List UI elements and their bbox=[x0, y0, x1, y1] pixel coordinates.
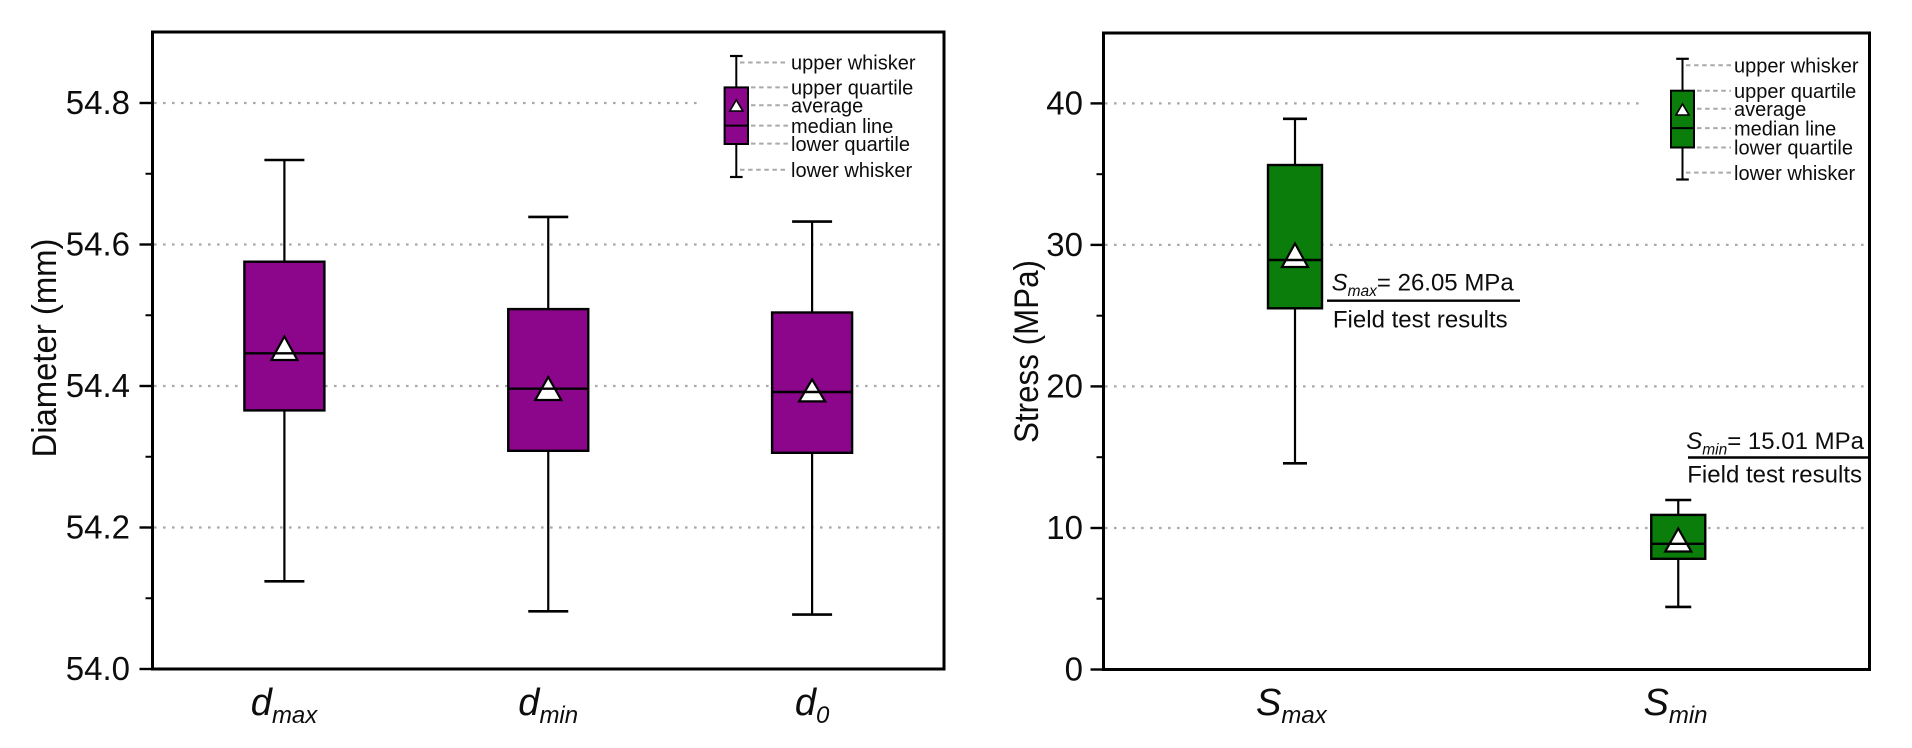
svg-text:54.4: 54.4 bbox=[66, 367, 130, 404]
svg-text:54.0: 54.0 bbox=[66, 650, 130, 687]
svg-text:upper whisker: upper whisker bbox=[791, 53, 916, 75]
svg-text:lower quartile: lower quartile bbox=[791, 134, 910, 156]
svg-text:10: 10 bbox=[1046, 509, 1083, 546]
svg-text:Field test results: Field test results bbox=[1687, 462, 1862, 489]
svg-text:median line: median line bbox=[791, 116, 893, 138]
svg-text:median line: median line bbox=[1734, 118, 1836, 140]
svg-text:54.2: 54.2 bbox=[66, 509, 130, 546]
svg-text:54.6: 54.6 bbox=[66, 226, 130, 263]
svg-text:30: 30 bbox=[1046, 226, 1083, 263]
svg-text:lower whisker: lower whisker bbox=[791, 160, 912, 182]
svg-text:upper whisker: upper whisker bbox=[1734, 55, 1859, 77]
svg-text:lower whisker: lower whisker bbox=[1734, 163, 1855, 185]
svg-text:Diameter (mm): Diameter (mm) bbox=[26, 239, 64, 458]
svg-text:average: average bbox=[1734, 99, 1806, 121]
svg-text:lower quartile: lower quartile bbox=[1734, 138, 1853, 160]
svg-text:Stress (MPa): Stress (MPa) bbox=[1008, 260, 1046, 443]
svg-text:Smax= 26.05 MPa: Smax= 26.05 MPa bbox=[1332, 270, 1515, 301]
svg-text:0: 0 bbox=[1065, 651, 1083, 688]
svg-text:upper quartile: upper quartile bbox=[1734, 81, 1856, 103]
svg-text:54.8: 54.8 bbox=[66, 84, 130, 121]
svg-text:d0: d0 bbox=[795, 682, 830, 729]
svg-text:average: average bbox=[791, 96, 863, 118]
svg-text:20: 20 bbox=[1046, 367, 1083, 404]
svg-text:Field test results: Field test results bbox=[1333, 307, 1508, 334]
svg-text:upper quartile: upper quartile bbox=[791, 78, 913, 100]
svg-text:40: 40 bbox=[1046, 84, 1083, 121]
